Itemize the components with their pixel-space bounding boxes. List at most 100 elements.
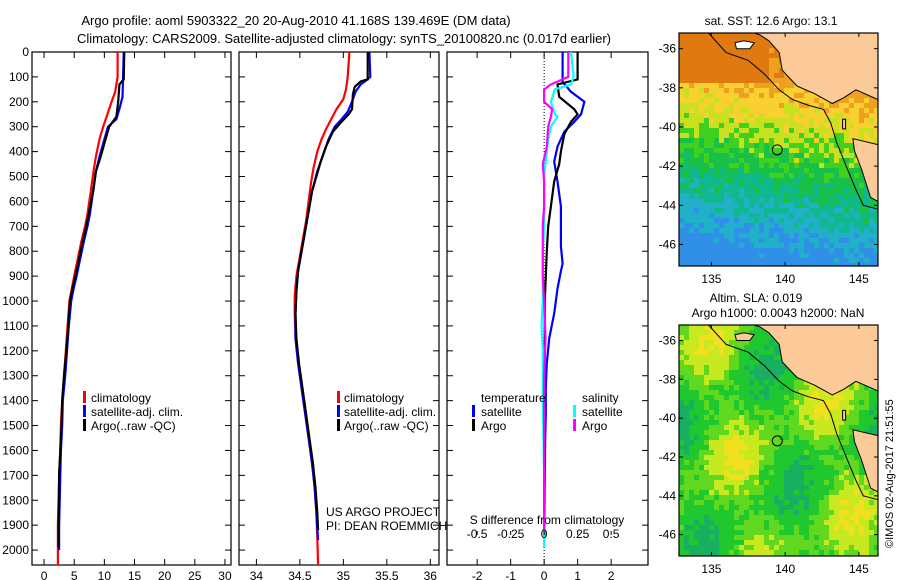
map-cell <box>684 440 689 445</box>
map-cell <box>834 475 839 480</box>
y-tick-label: 400 <box>9 145 29 159</box>
map-cell <box>719 48 724 53</box>
map-cell <box>729 188 734 193</box>
map-cell <box>704 83 709 88</box>
map-cell <box>749 375 754 380</box>
map-cell <box>709 203 714 208</box>
map-cell <box>769 465 774 470</box>
map-cell <box>844 545 849 550</box>
map-cell <box>764 505 769 510</box>
map-cell <box>694 263 699 266</box>
map-cell <box>839 233 844 238</box>
map-cell <box>774 340 779 345</box>
map-cell <box>849 183 854 188</box>
argo-position-marker <box>771 435 783 447</box>
map-cell <box>744 495 749 500</box>
map-cell <box>869 123 874 128</box>
map-cell <box>779 183 784 188</box>
map-cell <box>759 208 764 213</box>
map-cell <box>704 435 709 440</box>
map-cell <box>864 420 869 425</box>
map-cell <box>824 108 829 113</box>
map-cell <box>699 350 704 355</box>
map-cell <box>829 460 834 465</box>
map-cell <box>814 515 819 520</box>
map-cell <box>779 500 784 505</box>
map-cell <box>704 218 709 223</box>
map-cell <box>684 435 689 440</box>
map-cell <box>744 435 749 440</box>
map-cell <box>799 490 804 495</box>
map-cell <box>714 148 719 153</box>
map-cell <box>689 33 694 38</box>
map-cell <box>769 395 774 400</box>
map-cell <box>719 340 724 345</box>
map-cell <box>759 243 764 248</box>
map-cell <box>709 410 714 415</box>
map-cell <box>749 233 754 238</box>
map-cell <box>679 325 684 330</box>
map-cell <box>679 83 684 88</box>
map-cell <box>834 168 839 173</box>
map-cell <box>844 118 849 123</box>
map-cell <box>774 203 779 208</box>
map-cell <box>804 193 809 198</box>
map-cell <box>759 253 764 258</box>
map-cell <box>699 88 704 93</box>
map-cell <box>689 515 694 520</box>
map-cell <box>739 168 744 173</box>
map-cell <box>824 500 829 505</box>
map-cell <box>829 258 834 263</box>
map-cell <box>849 223 854 228</box>
map-cell <box>679 163 684 168</box>
map-cell <box>824 158 829 163</box>
map-cell <box>809 188 814 193</box>
map-cell <box>754 410 759 415</box>
map-cell <box>784 385 789 390</box>
map-cell <box>839 475 844 480</box>
map-cell <box>744 103 749 108</box>
map-cell <box>759 238 764 243</box>
map-cell <box>799 550 804 555</box>
map-cell <box>764 480 769 485</box>
map-cell <box>859 540 864 545</box>
map-cell <box>689 208 694 213</box>
map-cell <box>779 113 784 118</box>
map-cell <box>754 198 759 203</box>
map-cell <box>699 143 704 148</box>
map-cell <box>744 53 749 58</box>
map-cell <box>774 253 779 258</box>
legend-swatch-s-satellite <box>573 405 576 417</box>
map-cell <box>864 203 869 208</box>
map-cell <box>814 520 819 525</box>
map-cell <box>829 425 834 430</box>
map-cell <box>799 390 804 395</box>
map-cell <box>694 415 699 420</box>
map-cell <box>859 173 864 178</box>
map-cell <box>734 410 739 415</box>
map-cell <box>714 103 719 108</box>
map-cell <box>854 128 859 133</box>
map-cell <box>874 208 878 213</box>
map-cell <box>849 188 854 193</box>
map-cell <box>724 188 729 193</box>
map-cell <box>729 410 734 415</box>
y-tick-label: -40 <box>659 411 677 425</box>
map-cell <box>694 395 699 400</box>
map-cell <box>774 475 779 480</box>
x-tick-label: 25 <box>188 569 202 580</box>
map-cell <box>714 545 719 550</box>
map-cell <box>744 400 749 405</box>
map-cell <box>869 505 874 510</box>
map-cell <box>704 258 709 263</box>
map-cell <box>834 243 839 248</box>
map-cell <box>694 510 699 515</box>
map-cell <box>724 475 729 480</box>
map-cell <box>769 98 774 103</box>
map-cell <box>759 430 764 435</box>
map-cell <box>684 238 689 243</box>
map-cell <box>869 415 874 420</box>
map-cell <box>834 213 839 218</box>
map-cell <box>724 53 729 58</box>
map-cell <box>744 360 749 365</box>
